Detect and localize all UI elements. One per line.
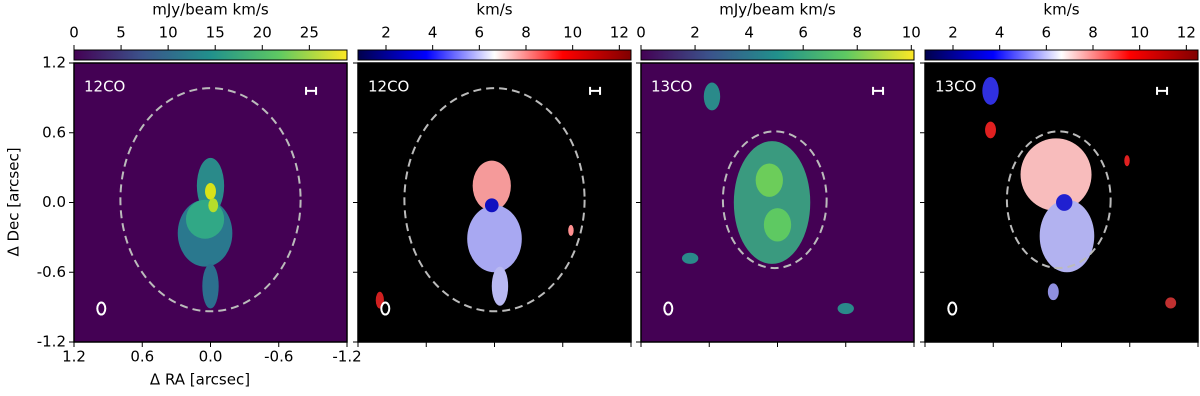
emission	[755, 163, 783, 197]
colorbar-tick-label: 4	[428, 24, 438, 42]
colorbar-tick-label: 5	[116, 24, 126, 42]
y-tick-label: 1.2	[42, 54, 66, 72]
emission	[1020, 138, 1092, 211]
y-tick-label: -1.2	[37, 333, 66, 351]
emission	[205, 182, 216, 200]
colorbar-tick-label: 20	[253, 24, 272, 42]
disk-outline	[721, 130, 828, 270]
emission	[985, 121, 996, 139]
scale-bar	[305, 86, 318, 95]
panel-label: 12CO	[84, 78, 125, 96]
scale-bar	[872, 86, 885, 95]
colorbar-tick-label: 0	[636, 24, 646, 42]
colorbar-tick-label: 8	[852, 24, 862, 42]
x-tick-label: -1.2	[332, 348, 361, 366]
colorbar-tick-label: 8	[1088, 24, 1098, 42]
emission	[703, 82, 721, 111]
emission	[202, 263, 219, 309]
beam	[947, 301, 958, 316]
beam	[663, 301, 674, 316]
colorbar-tick-label: 10	[563, 24, 582, 42]
emission	[733, 141, 811, 264]
colorbar-tick-label: 6	[798, 24, 808, 42]
colorbar-tick-label: 12	[610, 24, 629, 42]
colorbar-tick-label: 2	[690, 24, 700, 42]
emission	[185, 199, 225, 239]
colorbar-label: mJy/beam km/s	[719, 1, 836, 19]
emission	[467, 205, 522, 273]
emission	[681, 252, 699, 264]
scale-bar	[589, 86, 602, 95]
x-tick-label: 0.6	[130, 348, 154, 366]
emission	[1039, 199, 1095, 273]
x-tick-label: 1.2	[62, 348, 86, 366]
emission	[982, 76, 999, 105]
emission	[763, 208, 792, 242]
colorbar	[640, 49, 915, 61]
colorbar	[357, 49, 632, 61]
colorbar-tick-label: 6	[475, 24, 485, 42]
colorbar-tick-label: 2	[948, 24, 958, 42]
y-tick-label: -0.6	[37, 263, 66, 281]
colorbar-tick-label: 10	[1130, 24, 1149, 42]
emission	[208, 198, 219, 213]
colorbar-tick-label: 0	[69, 24, 79, 42]
panel-label: 13CO	[935, 78, 976, 96]
beam	[96, 301, 107, 316]
colorbar-label: km/s	[1043, 1, 1079, 19]
colorbar-label: mJy/beam km/s	[152, 1, 269, 19]
x-tick-label: 0.0	[199, 348, 223, 366]
y-axis-label: Δ Dec [arcsec]	[5, 147, 23, 256]
emission	[1047, 283, 1059, 301]
emission	[568, 224, 574, 236]
emission	[491, 266, 509, 306]
emission	[1165, 297, 1177, 309]
beam	[380, 301, 391, 316]
x-axis-label: Δ RA [arcsec]	[150, 371, 250, 389]
colorbar-tick-label: 25	[300, 24, 319, 42]
disk-outline	[1005, 130, 1112, 270]
panel-label: 12CO	[368, 78, 409, 96]
colorbar-tick-label: 4	[995, 24, 1005, 42]
colorbar-tick-label: 6	[1042, 24, 1052, 42]
colorbar-tick-label: 10	[159, 24, 178, 42]
y-tick-label: 0.6	[42, 123, 66, 141]
panel-label: 13CO	[651, 78, 692, 96]
colorbar-tick-label: 8	[521, 24, 531, 42]
colorbar-label: km/s	[476, 1, 512, 19]
emission	[1056, 194, 1073, 211]
colorbar	[924, 49, 1199, 61]
colorbar-tick-label: 10	[902, 24, 921, 42]
emission	[837, 302, 854, 315]
disk-outline	[403, 87, 586, 313]
x-tick-label: -0.6	[264, 348, 293, 366]
colorbar-tick-label: 2	[381, 24, 391, 42]
colorbar-tick-label: 15	[206, 24, 225, 42]
scale-bar	[1156, 86, 1169, 95]
colorbar-tick-label: 4	[744, 24, 754, 42]
colorbar	[73, 49, 348, 61]
y-tick-label: 0.0	[42, 193, 66, 211]
emission	[484, 198, 499, 213]
emission	[472, 160, 511, 211]
colorbar-tick-label: 12	[1177, 24, 1196, 42]
emission	[1124, 155, 1130, 167]
disk-outline	[119, 87, 302, 313]
